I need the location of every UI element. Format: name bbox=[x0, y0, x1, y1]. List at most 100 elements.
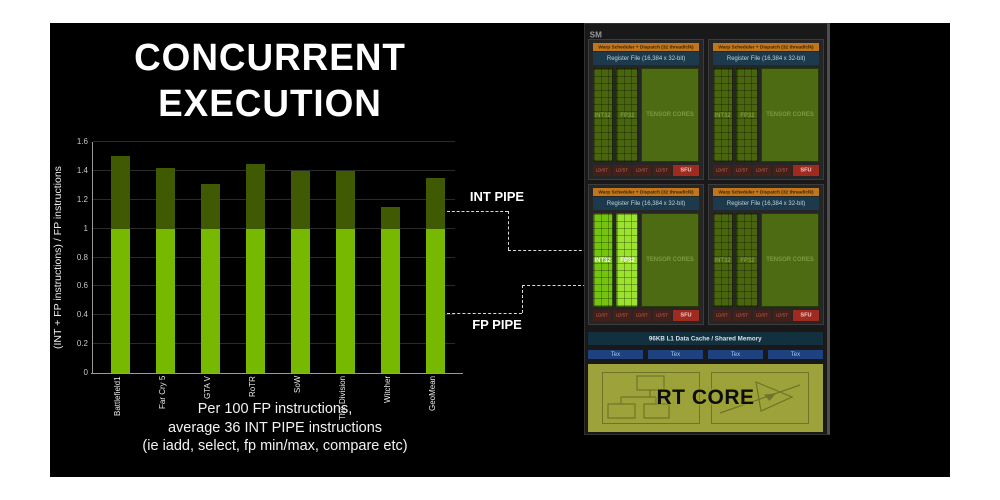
x-tick-label: Witcher bbox=[383, 376, 392, 404]
tensor-cores-unit: TENSOR CORES bbox=[640, 68, 699, 162]
tex-unit: Tex bbox=[648, 350, 703, 359]
bar-int-segment bbox=[200, 183, 220, 229]
warp-scheduler-bar: Warp Scheduler + Dispatch (32 thread/clk… bbox=[593, 43, 699, 51]
bar-int-segment bbox=[110, 156, 130, 229]
sfu-unit: SFU bbox=[673, 310, 699, 321]
bar-int-segment bbox=[380, 206, 400, 229]
tensor-cores-unit: TENSOR CORES bbox=[760, 213, 819, 307]
bar-witcher bbox=[380, 206, 400, 373]
int-pipe-line bbox=[508, 250, 597, 251]
int32-label: INT32 bbox=[594, 112, 612, 118]
bar-int-segment bbox=[290, 170, 310, 229]
x-tick-label: Far Cry 5 bbox=[158, 376, 167, 410]
register-file-bar: Register File (16,384 x 32-bit) bbox=[713, 52, 819, 65]
fp32-label: FP32 bbox=[739, 112, 755, 118]
x-tick-label: GTA V bbox=[203, 376, 212, 399]
x-tick-label: GeoMean bbox=[428, 376, 437, 412]
y-tick-label: 0.8 bbox=[76, 252, 88, 262]
ldst-unit: LD/ST bbox=[713, 165, 731, 176]
sm-partition-2: Warp Scheduler + Dispatch (32 thread/clk… bbox=[708, 39, 824, 180]
register-file-label: Register File (16,384 x 32-bit) bbox=[726, 55, 806, 62]
warp-scheduler-bar: Warp Scheduler + Dispatch (32 thread/clk… bbox=[593, 188, 699, 196]
int-pipe-label: INT PIPE bbox=[469, 189, 525, 204]
bar-geomean bbox=[425, 178, 445, 373]
gridline bbox=[93, 314, 455, 316]
y-tick-label: 0.4 bbox=[76, 310, 88, 320]
gridline bbox=[93, 169, 455, 171]
ray-triangle-icon bbox=[719, 381, 801, 414]
fp32-label: FP32 bbox=[619, 257, 635, 263]
rt-core-block: RT CORE bbox=[588, 364, 823, 432]
bar-rotr bbox=[245, 163, 265, 373]
fp32-unit: FP32 bbox=[736, 213, 758, 307]
tensor-cores-unit: TENSOR CORES bbox=[640, 213, 699, 307]
fp32-label: FP32 bbox=[619, 112, 635, 118]
x-axis-line bbox=[91, 373, 463, 374]
tensor-cores-unit: TENSOR CORES bbox=[760, 68, 819, 162]
y-tick-label: 0.6 bbox=[76, 281, 88, 291]
int-pipe-line bbox=[447, 211, 508, 212]
int32-label: INT32 bbox=[714, 112, 732, 118]
sm-partition-3: Warp Scheduler + Dispatch (32 thread/clk… bbox=[588, 184, 704, 325]
tex-units-row: Tex Tex Tex Tex bbox=[588, 350, 823, 359]
gridline bbox=[93, 343, 455, 345]
bar-battlefield1 bbox=[110, 156, 130, 373]
rt-core-label: RT CORE bbox=[656, 386, 755, 409]
sfu-unit: SFU bbox=[793, 310, 819, 321]
bar-the-division bbox=[335, 170, 355, 373]
ldst-unit: LD/ST bbox=[613, 165, 631, 176]
page-title: CONCURRENT EXECUTION bbox=[57, 35, 484, 127]
x-tick-label: SoW bbox=[293, 376, 302, 394]
x-tick-label: The Division bbox=[338, 376, 347, 421]
gridline bbox=[93, 198, 455, 200]
int32-unit: INT32 bbox=[713, 213, 733, 307]
sm-partition-4: Warp Scheduler + Dispatch (32 thread/clk… bbox=[708, 184, 824, 325]
y-tick-label: 1 bbox=[83, 223, 88, 233]
sm-title: SM bbox=[589, 30, 602, 40]
fp-pipe-line bbox=[522, 285, 632, 286]
bar-int-segment bbox=[335, 170, 355, 229]
fp-pipe-label: FP PIPE bbox=[472, 317, 522, 332]
sfu-unit: SFU bbox=[793, 165, 819, 176]
ldst-unit: LD/ST bbox=[713, 310, 731, 321]
ldst-unit: LD/ST bbox=[733, 165, 751, 176]
warp-scheduler-label: Warp Scheduler + Dispatch (32 thread/clk… bbox=[718, 44, 814, 50]
gridline bbox=[93, 227, 455, 229]
ldst-unit: LD/ST bbox=[773, 165, 791, 176]
int32-label: INT32 bbox=[714, 257, 732, 263]
y-tick-label: 0.2 bbox=[76, 339, 88, 349]
ray-triangle-diagram bbox=[711, 372, 809, 424]
tex-unit: Tex bbox=[768, 350, 823, 359]
y-tick-label: 1.4 bbox=[76, 165, 88, 175]
box-hierarchy-icon bbox=[607, 375, 670, 419]
execution-units: INT32 FP32 TENSOR CORES bbox=[593, 68, 699, 162]
ldst-unit: LD/ST bbox=[733, 310, 751, 321]
execution-units: INT32 FP32 TENSOR CORES bbox=[593, 213, 699, 307]
ldst-sfu-row: LD/ST LD/ST LD/ST LD/ST SFU bbox=[713, 165, 819, 176]
bar-int-segment bbox=[245, 163, 265, 229]
caption-line-1: Per 100 FP instructions, bbox=[197, 401, 353, 417]
title-line-1: CONCURRENT bbox=[134, 37, 406, 79]
x-tick-label: RoTR bbox=[248, 376, 257, 397]
execution-units: INT32 FP32 TENSOR CORES bbox=[713, 68, 819, 162]
ldst-unit: LD/ST bbox=[633, 165, 651, 176]
int32-unit: INT32 bbox=[713, 68, 733, 162]
gridline bbox=[93, 285, 455, 287]
register-file-label: Register File (16,384 x 32-bit) bbox=[606, 200, 686, 207]
ldst-unit: LD/ST bbox=[593, 165, 611, 176]
warp-scheduler-label: Warp Scheduler + Dispatch (32 thread/clk… bbox=[598, 189, 694, 195]
fp32-unit: FP32 bbox=[736, 68, 758, 162]
caption-line-3: (ie iadd, select, fp min/max, compare et… bbox=[142, 438, 408, 455]
ldst-unit: LD/ST bbox=[753, 165, 771, 176]
int32-unit: INT32 bbox=[593, 68, 613, 162]
y-axis-line bbox=[92, 142, 93, 374]
fp32-label: FP32 bbox=[739, 257, 755, 263]
ldst-unit: LD/ST bbox=[633, 310, 651, 321]
bar-sow bbox=[290, 170, 310, 373]
l1-cache-bar: 96KB L1 Data Cache / Shared Memory bbox=[588, 332, 823, 345]
warp-scheduler-bar: Warp Scheduler + Dispatch (32 thread/clk… bbox=[713, 43, 819, 51]
ldst-sfu-row: LD/ST LD/ST LD/ST LD/ST SFU bbox=[593, 165, 699, 176]
tex-unit: Tex bbox=[588, 350, 643, 359]
fp32-unit: FP32 bbox=[616, 213, 638, 307]
